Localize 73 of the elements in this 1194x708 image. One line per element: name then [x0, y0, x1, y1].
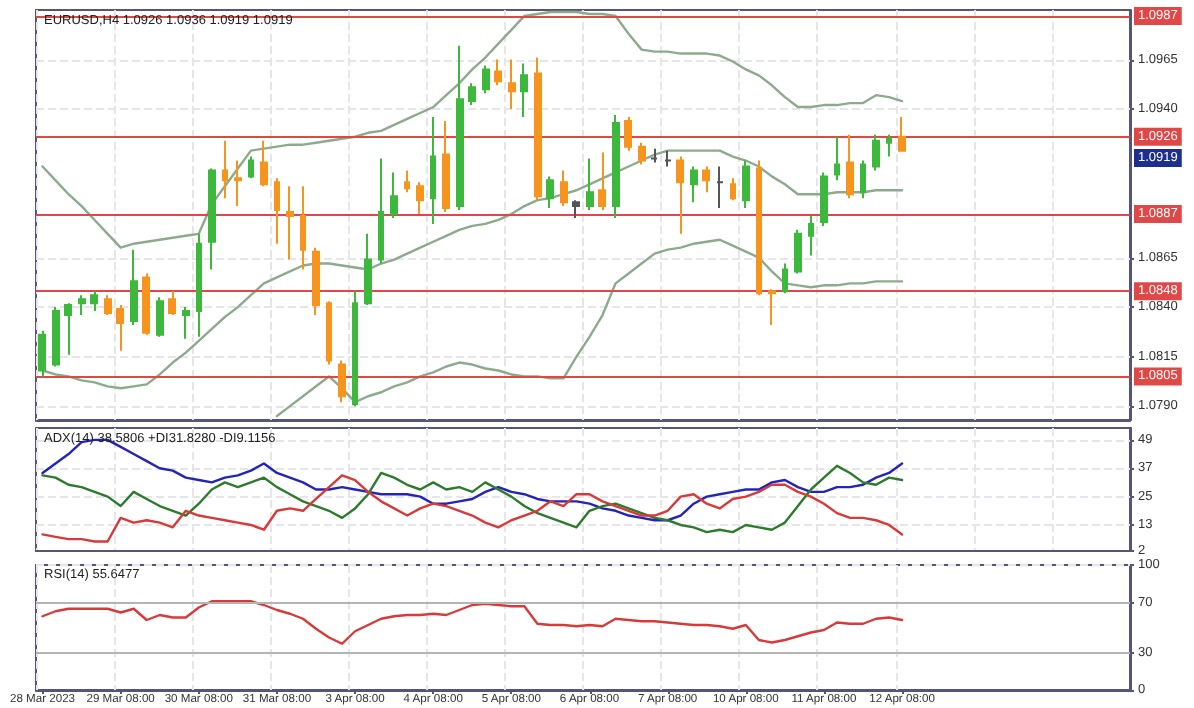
candlestick — [468, 82, 476, 107]
candlestick — [482, 64, 490, 95]
candlestick — [234, 159, 242, 208]
candlestick — [846, 133, 854, 200]
candlestick — [248, 155, 254, 180]
candlestick — [638, 141, 646, 166]
candlestick — [808, 214, 814, 257]
candlestick — [756, 159, 762, 297]
candlestick — [572, 199, 580, 219]
candlestick — [586, 157, 594, 212]
candlestick — [196, 232, 202, 338]
candlestick — [690, 165, 698, 204]
candlestick — [664, 149, 672, 168]
candlestick — [650, 147, 658, 164]
candlestick — [456, 44, 464, 212]
candlestick — [168, 290, 176, 317]
candlestick — [90, 290, 98, 313]
candlestick — [860, 159, 866, 200]
candlestick — [64, 302, 72, 356]
candlestick — [886, 133, 892, 158]
candlestick — [352, 290, 358, 408]
candlestick — [820, 171, 828, 227]
candlestick — [208, 167, 216, 271]
candlestick — [78, 294, 86, 317]
candlestick — [182, 306, 190, 340]
candlestick — [730, 177, 736, 202]
candlestick — [676, 155, 684, 235]
candlestick — [716, 165, 724, 210]
candlestick — [142, 272, 150, 336]
candlestick — [130, 248, 138, 326]
line-series — [41, 464, 904, 534]
line-series — [275, 238, 904, 418]
line-series — [41, 149, 904, 390]
candlestick — [416, 181, 424, 216]
candlestick — [312, 246, 320, 317]
candlestick — [442, 119, 450, 214]
candlestick — [430, 115, 436, 225]
candlestick — [702, 165, 710, 194]
candlestick — [624, 115, 632, 152]
candlestick — [768, 288, 776, 326]
candlestick — [286, 185, 294, 261]
candlestick — [326, 300, 332, 366]
candlestick — [898, 115, 906, 152]
candlestick — [260, 139, 268, 188]
candlestick — [378, 157, 384, 265]
candlestick — [742, 159, 750, 210]
candlestick — [222, 139, 228, 200]
candlestick — [338, 359, 346, 404]
candlestick — [390, 171, 398, 219]
candlestick — [38, 329, 46, 378]
candlestick — [52, 306, 60, 368]
line-series — [41, 474, 904, 543]
candlestick — [156, 296, 164, 338]
candlestick — [560, 169, 568, 208]
candlestick — [598, 151, 606, 212]
candlestick — [534, 56, 542, 202]
line-series — [41, 600, 904, 645]
candlestick — [116, 304, 124, 352]
candlestick — [834, 135, 840, 182]
candlestick — [404, 169, 410, 194]
candlestick — [872, 133, 880, 172]
candlestick — [508, 58, 516, 111]
candlestick — [794, 228, 802, 275]
candlestick — [546, 175, 554, 210]
candlestick — [782, 262, 788, 295]
candlestick — [494, 58, 502, 87]
candlestick — [612, 113, 620, 219]
candlestick — [274, 177, 280, 245]
candlestick — [520, 62, 528, 118]
line-series — [41, 10, 904, 249]
candlestick — [104, 294, 112, 317]
candlestick — [300, 185, 306, 271]
candlestick — [364, 232, 372, 307]
